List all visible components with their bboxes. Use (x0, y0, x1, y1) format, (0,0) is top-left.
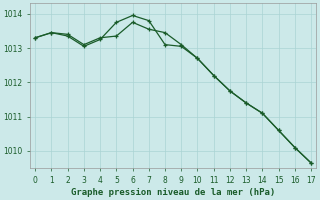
X-axis label: Graphe pression niveau de la mer (hPa): Graphe pression niveau de la mer (hPa) (71, 188, 275, 197)
